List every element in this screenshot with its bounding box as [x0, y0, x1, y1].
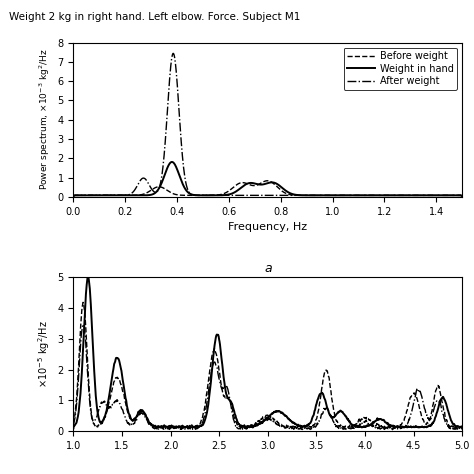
- Before weight: [80, 300, 86, 305]
- Weight in hand: [101, 416, 107, 421]
- Weight in hand: [117, 360, 122, 365]
- Before weight: [459, 425, 465, 431]
- Before weight: [374, 192, 380, 198]
- Weight in hand: [381, 192, 387, 198]
- Weight in hand: [236, 421, 241, 427]
- Weight in hand: [242, 182, 248, 188]
- After weight: [170, 51, 176, 56]
- After weight: [242, 192, 248, 198]
- Before weight: [264, 178, 270, 183]
- Line: Weight in hand: Weight in hand: [73, 162, 462, 196]
- After weight: [228, 192, 234, 198]
- After weight: [390, 427, 395, 432]
- After weight: [110, 192, 116, 198]
- After weight: [292, 426, 298, 432]
- After weight: [117, 401, 122, 406]
- Before weight: [117, 378, 122, 383]
- After weight: [236, 426, 241, 431]
- Before weight: [71, 193, 76, 199]
- Before weight: [242, 180, 247, 186]
- Before weight: [459, 193, 465, 199]
- After weight: [459, 193, 465, 199]
- Weight in hand: [169, 159, 175, 165]
- Weight in hand: [71, 193, 76, 199]
- Before weight: [71, 421, 76, 427]
- After weight: [338, 192, 344, 198]
- Before weight: [251, 422, 256, 428]
- After weight: [71, 193, 76, 199]
- Line: After weight: After weight: [73, 324, 462, 429]
- Before weight: [228, 187, 234, 192]
- Text: Weight 2 kg in right hand. Left elbow. Force. Subject M1: Weight 2 kg in right hand. Left elbow. F…: [9, 12, 301, 22]
- After weight: [374, 192, 380, 198]
- Weight in hand: [251, 423, 256, 429]
- Before weight: [236, 423, 241, 428]
- Line: Before weight: Before weight: [73, 181, 462, 196]
- After weight: [459, 426, 465, 432]
- Text: a: a: [264, 262, 272, 274]
- Weight in hand: [338, 192, 344, 198]
- Y-axis label: $\times10^{-5}$ kg$^2$/Hz: $\times10^{-5}$ kg$^2$/Hz: [36, 320, 52, 388]
- After weight: [251, 424, 256, 429]
- Before weight: [381, 192, 387, 198]
- After weight: [381, 192, 387, 198]
- After weight: [80, 321, 86, 327]
- Before weight: [292, 425, 298, 430]
- After weight: [71, 423, 76, 428]
- Legend: Before weight, Weight in hand, After weight: Before weight, Weight in hand, After wei…: [344, 47, 457, 90]
- Line: Before weight: Before weight: [73, 302, 462, 428]
- Before weight: [110, 192, 116, 198]
- After weight: [244, 426, 249, 431]
- Weight in hand: [71, 425, 76, 431]
- Before weight: [244, 424, 249, 429]
- Y-axis label: Power spectrum, $\times10^{-3}$ kg$^2$/Hz: Power spectrum, $\times10^{-3}$ kg$^2$/H…: [37, 49, 52, 191]
- After weight: [101, 399, 107, 404]
- Weight in hand: [459, 193, 465, 199]
- Weight in hand: [85, 274, 91, 280]
- X-axis label: Frequency, Hz: Frequency, Hz: [228, 222, 307, 232]
- Line: Weight in hand: Weight in hand: [73, 277, 462, 428]
- Before weight: [383, 425, 389, 431]
- Weight in hand: [228, 191, 234, 197]
- Before weight: [338, 192, 344, 198]
- Weight in hand: [374, 192, 380, 198]
- Weight in hand: [292, 420, 298, 426]
- Before weight: [101, 418, 107, 423]
- Weight in hand: [244, 424, 249, 429]
- Line: After weight: After weight: [73, 54, 462, 196]
- Weight in hand: [459, 426, 465, 431]
- Weight in hand: [110, 192, 116, 198]
